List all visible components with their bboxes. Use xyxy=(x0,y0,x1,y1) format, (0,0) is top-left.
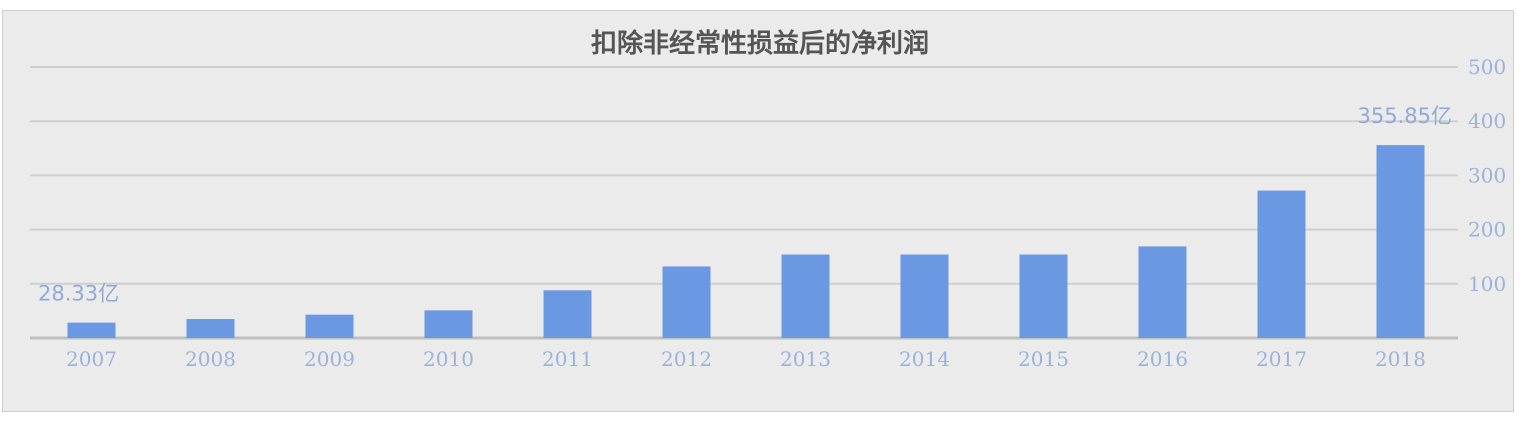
x-tick-label: 2013 xyxy=(780,347,831,371)
bar xyxy=(781,254,830,338)
bar xyxy=(424,310,473,338)
bar xyxy=(543,290,592,338)
bar xyxy=(305,314,354,338)
data-label: 355.85亿 xyxy=(1358,104,1452,128)
x-tick-label: 2010 xyxy=(423,347,474,371)
x-tick-label: 2016 xyxy=(1137,347,1188,371)
bar xyxy=(67,322,116,338)
x-tick-label: 2007 xyxy=(66,347,117,371)
x-tick-label: 2017 xyxy=(1256,347,1307,371)
bar xyxy=(186,319,235,338)
chart-title: 扣除非经常性损益后的净利润 xyxy=(590,29,929,59)
x-tick-label: 2018 xyxy=(1375,347,1426,371)
bar xyxy=(1019,254,1068,338)
bar xyxy=(900,254,949,338)
y-tick-label: 500 xyxy=(1468,55,1506,79)
bar xyxy=(1257,190,1306,338)
y-tick-label: 400 xyxy=(1468,109,1506,133)
x-tick-label: 2009 xyxy=(304,347,355,371)
bar xyxy=(662,266,711,338)
y-tick-label: 100 xyxy=(1468,272,1506,296)
y-tick-label: 300 xyxy=(1468,163,1506,187)
y-tick-label: 200 xyxy=(1468,218,1506,242)
x-tick-label: 2008 xyxy=(185,347,236,371)
bar xyxy=(1376,145,1425,338)
x-tick-label: 2012 xyxy=(661,347,712,371)
bar xyxy=(1138,246,1187,338)
x-tick-label: 2015 xyxy=(1018,347,1069,371)
x-tick-label: 2011 xyxy=(542,347,593,371)
x-tick-label: 2014 xyxy=(899,347,950,371)
data-label: 28.33亿 xyxy=(38,282,119,306)
